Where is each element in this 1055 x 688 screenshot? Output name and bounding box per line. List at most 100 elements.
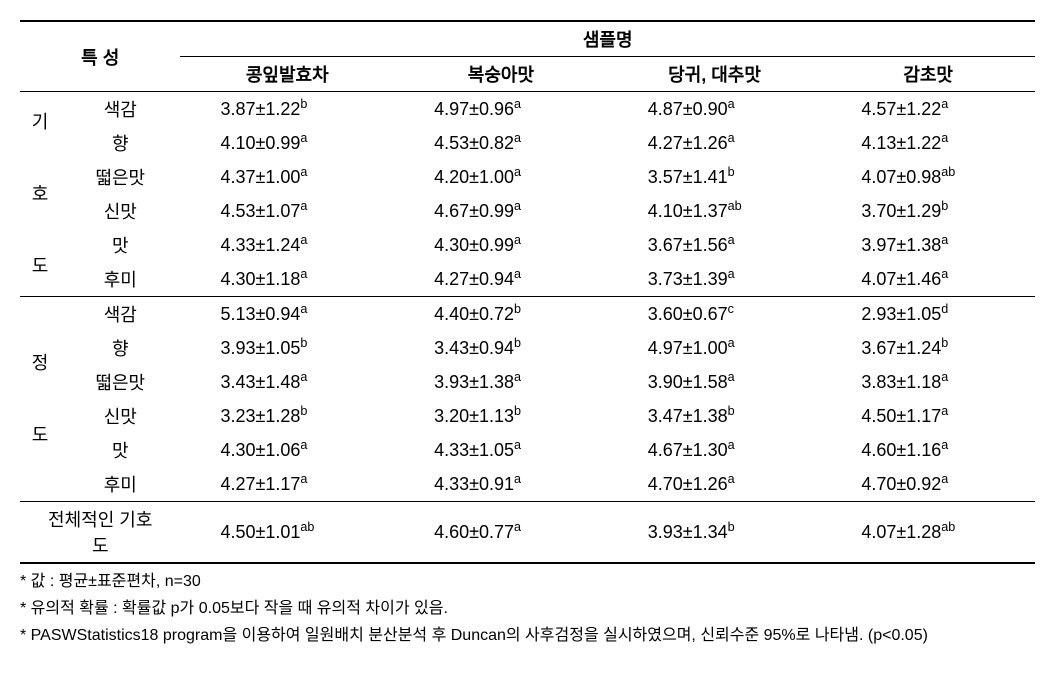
overall-label: 전체적인 기호도: [20, 502, 180, 564]
cell-superscript: c: [728, 302, 734, 316]
table-cell: 4.40±0.72b: [394, 297, 608, 332]
cell-superscript: ab: [300, 520, 314, 534]
cell-superscript: b: [514, 302, 521, 316]
cell-superscript: a: [728, 131, 735, 145]
row-attr: 떫은맛: [60, 160, 180, 194]
cell-superscript: b: [728, 520, 735, 534]
cell-superscript: b: [300, 336, 307, 350]
cell-superscript: a: [941, 97, 948, 111]
table-cell: 3.97±1.38a: [821, 228, 1035, 262]
row-group-label: 기호도: [20, 92, 60, 297]
table-row: 향4.10±0.99a4.53±0.82a4.27±1.26a4.13±1.22…: [20, 126, 1035, 160]
cell-superscript: a: [300, 267, 307, 281]
cell-value: 4.87±0.90: [648, 99, 728, 119]
cell-superscript: a: [514, 472, 521, 486]
cell-value: 3.23±1.28: [220, 406, 300, 426]
cell-value: 2.93±1.05: [861, 304, 941, 324]
cell-superscript: a: [514, 520, 521, 534]
table-cell: 3.20±1.13b: [394, 399, 608, 433]
cell-value: 4.67±1.30: [648, 440, 728, 460]
row-group-label-char: 기: [32, 112, 49, 132]
cell-superscript: b: [728, 404, 735, 418]
cell-value: 4.53±1.07: [220, 201, 300, 221]
table-cell: 4.70±0.92a: [821, 467, 1035, 502]
table-cell: 2.93±1.05d: [821, 297, 1035, 332]
cell-value: 4.27±1.17: [220, 474, 300, 494]
table-row: 정도색감5.13±0.94a4.40±0.72b3.60±0.67c2.93±1…: [20, 297, 1035, 332]
cell-value: 4.30±1.06: [220, 440, 300, 460]
header-attr: 특 성: [20, 21, 180, 92]
table-row: 향3.93±1.05b3.43±0.94b4.97±1.00a3.67±1.24…: [20, 331, 1035, 365]
cell-superscript: b: [728, 165, 735, 179]
table-cell: 4.10±1.37ab: [608, 194, 822, 228]
table-cell: 4.07±0.98ab: [821, 160, 1035, 194]
cell-value: 3.93±1.05: [220, 338, 300, 358]
cell-superscript: ab: [728, 199, 742, 213]
row-attr: 색감: [60, 297, 180, 332]
table-row: 후미4.27±1.17a4.33±0.91a4.70±1.26a4.70±0.9…: [20, 467, 1035, 502]
table-cell: 4.60±1.16a: [821, 433, 1035, 467]
cell-value: 3.93±1.34: [648, 522, 728, 542]
header-col-0: 콩잎발효차: [180, 57, 394, 92]
cell-value: 4.40±0.72: [434, 304, 514, 324]
cell-superscript: a: [514, 131, 521, 145]
row-attr: 향: [60, 331, 180, 365]
table-cell: 4.97±0.96a: [394, 92, 608, 127]
cell-superscript: a: [728, 267, 735, 281]
cell-value: 3.60±0.67: [648, 304, 728, 324]
cell-superscript: a: [514, 199, 521, 213]
cell-superscript: a: [728, 233, 735, 247]
footnote-0: * 값 : 평균±표준편차, n=30: [20, 570, 1035, 595]
table-row: 신맛4.53±1.07a4.67±0.99a4.10±1.37ab3.70±1.…: [20, 194, 1035, 228]
cell-value: 4.13±1.22: [861, 133, 941, 153]
cell-superscript: a: [300, 199, 307, 213]
cell-value: 3.83±1.18: [861, 372, 941, 392]
row-group-label-char: 정: [32, 353, 49, 373]
cell-value: 4.27±0.94: [434, 269, 514, 289]
row-group-label-char: 도: [32, 256, 49, 276]
row-attr: 색감: [60, 92, 180, 127]
cell-value: 3.57±1.41: [648, 167, 728, 187]
row-group-label-char: 도: [32, 425, 49, 445]
table-cell: 4.33±1.24a: [180, 228, 394, 262]
cell-superscript: a: [300, 302, 307, 316]
cell-value: 3.93±1.38: [434, 372, 514, 392]
table-cell: 3.43±1.48a: [180, 365, 394, 399]
table-cell: 4.27±0.94a: [394, 262, 608, 297]
cell-superscript: a: [514, 97, 521, 111]
cell-value: 3.87±1.22: [220, 99, 300, 119]
footnotes: * 값 : 평균±표준편차, n=30 * 유의적 확률 : 확률값 p가 0.…: [20, 570, 1035, 648]
cell-value: 4.30±0.99: [434, 235, 514, 255]
cell-superscript: a: [514, 165, 521, 179]
cell-superscript: a: [300, 131, 307, 145]
cell-value: 3.67±1.56: [648, 235, 728, 255]
table-cell: 4.97±1.00a: [608, 331, 822, 365]
cell-superscript: a: [941, 233, 948, 247]
table-cell: 3.70±1.29b: [821, 194, 1035, 228]
row-attr: 후미: [60, 262, 180, 297]
row-attr: 향: [60, 126, 180, 160]
cell-value: 3.97±1.38: [861, 235, 941, 255]
table-row: 맛4.30±1.06a4.33±1.05a4.67±1.30a4.60±1.16…: [20, 433, 1035, 467]
table-cell: 5.13±0.94a: [180, 297, 394, 332]
cell-superscript: a: [941, 438, 948, 452]
cell-superscript: a: [941, 267, 948, 281]
cell-value: 4.07±1.46: [861, 269, 941, 289]
cell-superscript: b: [300, 97, 307, 111]
cell-value: 3.73±1.39: [648, 269, 728, 289]
row-attr: 맛: [60, 433, 180, 467]
table-cell: 3.93±1.05b: [180, 331, 394, 365]
cell-superscript: a: [941, 404, 948, 418]
cell-value: 4.53±0.82: [434, 133, 514, 153]
cell-value: 4.57±1.22: [861, 99, 941, 119]
cell-value: 4.10±1.37: [648, 201, 728, 221]
cell-value: 4.30±1.18: [220, 269, 300, 289]
cell-value: 3.90±1.58: [648, 372, 728, 392]
table-cell: 4.50±1.01ab: [180, 502, 394, 564]
cell-value: 4.07±1.28: [861, 522, 941, 542]
table-body: 기호도색감3.87±1.22b4.97±0.96a4.87±0.90a4.57±…: [20, 92, 1035, 564]
overall-row: 전체적인 기호도4.50±1.01ab4.60±0.77a3.93±1.34b4…: [20, 502, 1035, 564]
cell-value: 4.37±1.00: [220, 167, 300, 187]
cell-value: 4.33±1.24: [220, 235, 300, 255]
cell-value: 4.97±0.96: [434, 99, 514, 119]
